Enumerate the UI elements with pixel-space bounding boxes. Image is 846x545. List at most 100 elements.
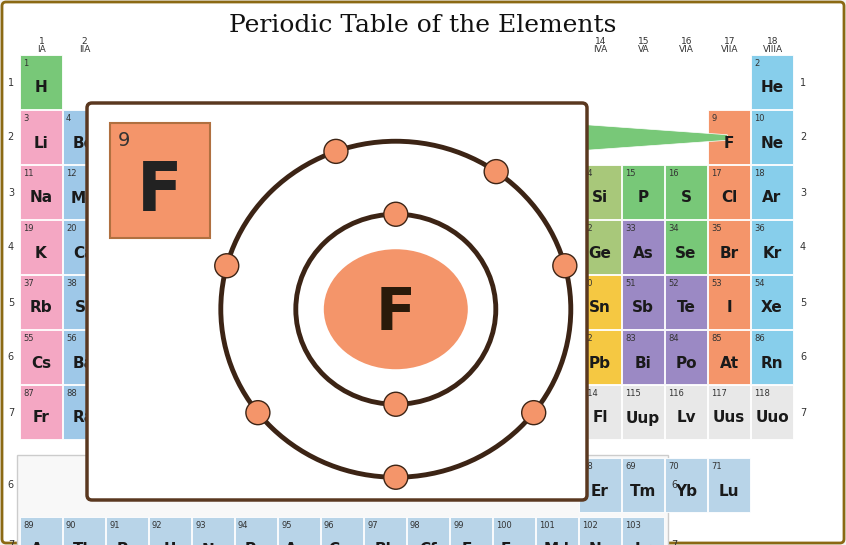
Text: Ar: Ar — [762, 191, 782, 205]
Text: 103: 103 — [625, 521, 641, 530]
Text: Lr: Lr — [634, 542, 651, 545]
Circle shape — [484, 160, 508, 184]
Text: 69: 69 — [625, 462, 635, 471]
Text: Ba: Ba — [73, 355, 95, 371]
Text: 11: 11 — [23, 169, 34, 178]
Text: 38: 38 — [66, 279, 77, 288]
FancyBboxPatch shape — [149, 517, 191, 545]
Text: 8: 8 — [324, 114, 329, 123]
Text: F: F — [724, 136, 734, 150]
FancyBboxPatch shape — [751, 275, 793, 329]
Text: Mg: Mg — [71, 191, 97, 205]
Text: Rb: Rb — [30, 300, 52, 316]
Text: IA: IA — [37, 45, 46, 54]
Text: 118: 118 — [754, 389, 770, 398]
Circle shape — [215, 254, 239, 278]
Text: Kr: Kr — [762, 245, 782, 261]
Text: 97: 97 — [367, 521, 377, 530]
FancyBboxPatch shape — [751, 330, 793, 384]
Text: 90: 90 — [66, 521, 76, 530]
FancyBboxPatch shape — [579, 220, 621, 274]
Text: Bk: Bk — [374, 542, 396, 545]
FancyBboxPatch shape — [87, 103, 587, 500]
FancyBboxPatch shape — [665, 330, 707, 384]
FancyBboxPatch shape — [106, 517, 148, 545]
FancyBboxPatch shape — [450, 517, 492, 545]
Text: 14: 14 — [582, 169, 592, 178]
FancyBboxPatch shape — [63, 275, 105, 329]
Text: VIIA: VIIA — [721, 45, 739, 54]
FancyBboxPatch shape — [622, 330, 664, 384]
FancyBboxPatch shape — [63, 330, 105, 384]
Text: 33: 33 — [625, 224, 635, 233]
Text: VIA: VIA — [679, 45, 694, 54]
FancyBboxPatch shape — [17, 455, 668, 545]
FancyBboxPatch shape — [63, 110, 105, 164]
Text: VA: VA — [638, 45, 650, 54]
FancyBboxPatch shape — [20, 385, 62, 439]
Text: Am: Am — [285, 542, 313, 545]
FancyBboxPatch shape — [110, 123, 210, 238]
FancyBboxPatch shape — [321, 517, 363, 545]
Text: 50: 50 — [582, 279, 592, 288]
Text: 17: 17 — [711, 169, 722, 178]
Text: 89: 89 — [23, 521, 34, 530]
Text: Ac: Ac — [30, 542, 52, 545]
Text: Te: Te — [677, 300, 695, 316]
Circle shape — [522, 401, 546, 425]
Circle shape — [552, 254, 577, 278]
Text: 4: 4 — [66, 114, 71, 123]
Text: 100: 100 — [496, 521, 512, 530]
FancyBboxPatch shape — [407, 517, 449, 545]
FancyBboxPatch shape — [665, 165, 707, 219]
Text: Be: Be — [73, 136, 95, 150]
Text: 7: 7 — [8, 408, 14, 417]
FancyBboxPatch shape — [665, 220, 707, 274]
Text: Fr: Fr — [32, 410, 49, 426]
FancyBboxPatch shape — [665, 385, 707, 439]
FancyBboxPatch shape — [536, 517, 578, 545]
FancyBboxPatch shape — [751, 220, 793, 274]
Text: F: F — [376, 284, 415, 342]
Text: Es: Es — [461, 542, 481, 545]
Text: 3: 3 — [8, 187, 14, 197]
FancyBboxPatch shape — [278, 517, 320, 545]
FancyBboxPatch shape — [20, 55, 62, 109]
FancyBboxPatch shape — [708, 220, 750, 274]
Text: Yb: Yb — [675, 483, 697, 499]
FancyBboxPatch shape — [364, 517, 406, 545]
FancyBboxPatch shape — [622, 275, 664, 329]
FancyBboxPatch shape — [579, 385, 621, 439]
Text: Bi: Bi — [634, 355, 651, 371]
Text: Cm: Cm — [328, 542, 355, 545]
Text: 71: 71 — [711, 462, 722, 471]
Text: 15: 15 — [638, 37, 649, 45]
FancyBboxPatch shape — [708, 385, 750, 439]
FancyBboxPatch shape — [20, 165, 62, 219]
Text: Rn: Rn — [761, 355, 783, 371]
Text: 101: 101 — [539, 521, 555, 530]
FancyBboxPatch shape — [622, 458, 664, 512]
Text: 6: 6 — [671, 481, 677, 490]
Text: 4: 4 — [800, 243, 806, 252]
Text: 4: 4 — [8, 243, 14, 252]
Text: 5: 5 — [800, 298, 806, 307]
Circle shape — [384, 465, 408, 489]
Text: 34: 34 — [668, 224, 678, 233]
Text: 114: 114 — [582, 389, 598, 398]
Ellipse shape — [324, 249, 468, 370]
FancyBboxPatch shape — [708, 165, 750, 219]
Text: 8: 8 — [324, 114, 329, 123]
Text: Ra: Ra — [73, 410, 95, 426]
Text: 53: 53 — [711, 279, 722, 288]
Text: 15: 15 — [625, 169, 635, 178]
FancyBboxPatch shape — [493, 517, 535, 545]
Text: 7: 7 — [281, 114, 287, 123]
Text: 18: 18 — [754, 169, 765, 178]
FancyBboxPatch shape — [536, 110, 578, 164]
Text: H: H — [35, 81, 47, 95]
Text: 56: 56 — [66, 334, 77, 343]
Text: S: S — [680, 191, 691, 205]
FancyBboxPatch shape — [63, 220, 105, 274]
Text: 2: 2 — [82, 37, 87, 45]
